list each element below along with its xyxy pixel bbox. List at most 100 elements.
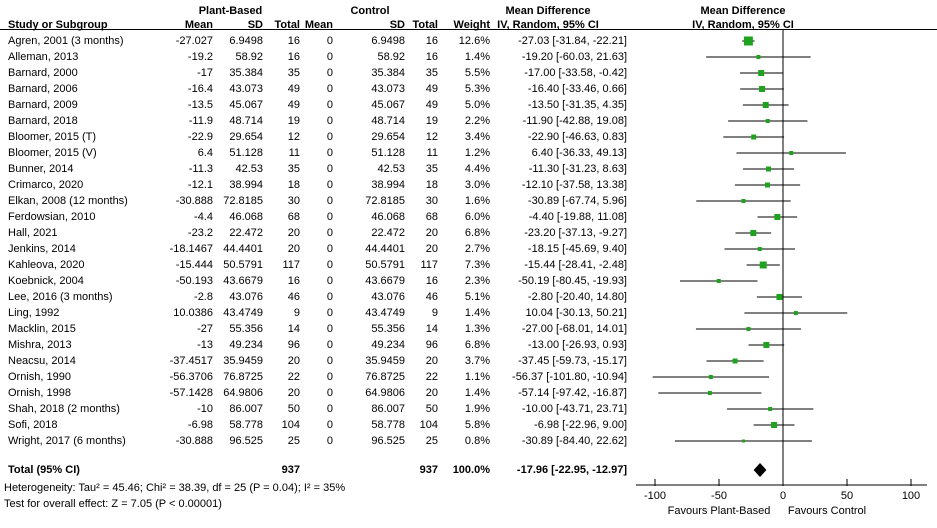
effect-square bbox=[707, 391, 712, 395]
study-name: Elkan, 2008 (12 months) bbox=[8, 195, 128, 207]
study-total-c: 9 bbox=[431, 307, 438, 319]
study-total-pb: 49 bbox=[287, 83, 300, 95]
study-mean-pb: -15.444 bbox=[175, 259, 213, 271]
total-ci-text: -17.96 [-22.95, -12.97] bbox=[516, 464, 627, 476]
study-mean-pb: -50.193 bbox=[175, 275, 213, 287]
study-weight: 5.0% bbox=[464, 99, 490, 111]
study-mean-pb: -17 bbox=[197, 67, 213, 79]
study-name: Bloomer, 2015 (T) bbox=[8, 131, 97, 143]
study-sd-pb: 45.067 bbox=[229, 99, 263, 111]
study-ci-text: -22.90 [-46.63, 0.83] bbox=[527, 131, 627, 143]
effect-square bbox=[750, 230, 757, 236]
column-header-weight: Weight bbox=[453, 19, 490, 31]
study-total-pb: 9 bbox=[293, 307, 300, 319]
study-total-pb: 35 bbox=[287, 163, 300, 175]
study-weight: 4.4% bbox=[464, 163, 490, 175]
effect-square bbox=[793, 311, 798, 315]
study-total-pb: 12 bbox=[287, 131, 300, 143]
study-weight: 1.4% bbox=[464, 387, 490, 399]
study-mean-pb: -57.1428 bbox=[169, 387, 213, 399]
study-sd-c: 96.525 bbox=[371, 435, 405, 447]
study-ci-text: -57.14 [-97.42, -16.87] bbox=[518, 387, 627, 399]
study-sd-c: 64.9806 bbox=[365, 387, 405, 399]
study-total-pb: 19 bbox=[287, 115, 300, 127]
study-sd-pb: 55.356 bbox=[229, 323, 263, 335]
study-mean-pb: 6.4 bbox=[197, 147, 213, 159]
study-sd-pb: 72.8185 bbox=[223, 195, 263, 207]
study-mean-c: 0 bbox=[326, 99, 333, 111]
study-weight: 1.6% bbox=[464, 195, 490, 207]
study-sd-c: 38.994 bbox=[371, 179, 405, 191]
study-weight: 2.7% bbox=[464, 243, 490, 255]
column-header-sd-pb: SD bbox=[247, 19, 263, 31]
study-mean-c: 0 bbox=[326, 163, 333, 175]
study-total-pb: 30 bbox=[287, 195, 300, 207]
column-header-study: Study or Subgroup bbox=[8, 19, 108, 31]
group-header-plant-based: Plant-Based bbox=[198, 5, 263, 17]
study-mean-pb: -2.8 bbox=[194, 291, 213, 303]
study-mean-c: 0 bbox=[326, 355, 333, 367]
study-weight: 1.9% bbox=[464, 403, 490, 415]
study-weight: 6.0% bbox=[464, 211, 490, 223]
study-name: Bunner, 2014 bbox=[8, 163, 74, 175]
study-sd-c: 29.654 bbox=[371, 131, 405, 143]
study-mean-pb: -19.2 bbox=[187, 51, 213, 63]
md-column-header-line2: IV, Random, 95% CI bbox=[497, 19, 599, 31]
study-total-pb: 50 bbox=[287, 403, 300, 415]
study-mean-pb: -10 bbox=[197, 403, 213, 415]
study-weight: 3.4% bbox=[464, 131, 490, 143]
study-mean-pb: 10.0386 bbox=[173, 307, 213, 319]
study-ci-text: -12.10 [-37.58, 13.38] bbox=[521, 179, 627, 191]
study-mean-c: 0 bbox=[326, 307, 333, 319]
effect-square bbox=[756, 55, 761, 59]
study-name: Ornish, 1998 bbox=[8, 387, 71, 399]
study-sd-c: 76.8725 bbox=[365, 371, 405, 383]
axis-tick-label: 0 bbox=[780, 490, 786, 502]
study-name: Alleman, 2013 bbox=[8, 51, 79, 63]
study-total-c: 25 bbox=[425, 435, 438, 447]
study-mean-c: 0 bbox=[326, 403, 333, 415]
study-weight: 5.3% bbox=[464, 83, 490, 95]
study-sd-pb: 6.9498 bbox=[229, 35, 263, 47]
effect-square bbox=[751, 134, 757, 140]
effect-square bbox=[759, 261, 767, 269]
study-total-pb: 46 bbox=[287, 291, 300, 303]
study-total-pb: 20 bbox=[287, 243, 300, 255]
study-weight: 5.5% bbox=[464, 67, 490, 79]
study-weight: 0.8% bbox=[464, 435, 490, 447]
heterogeneity-text: Heterogeneity: Tau² = 45.46; Chi² = 38.3… bbox=[4, 482, 346, 494]
study-sd-pb: 46.068 bbox=[229, 211, 263, 223]
plot-header-line2: IV, Random, 95% CI bbox=[692, 19, 794, 31]
study-sd-pb: 48.714 bbox=[229, 115, 263, 127]
study-total-pb: 104 bbox=[281, 419, 300, 431]
effect-square bbox=[765, 119, 770, 123]
study-mean-pb: -56.3706 bbox=[169, 371, 213, 383]
effect-square bbox=[766, 166, 772, 172]
study-mean-pb: -13 bbox=[197, 339, 213, 351]
group-header-control: Control bbox=[350, 5, 390, 17]
study-sd-c: 58.778 bbox=[371, 419, 405, 431]
study-name: Barnard, 2006 bbox=[8, 83, 78, 95]
study-mean-c: 0 bbox=[326, 147, 333, 159]
study-ci-text: -50.19 [-80.45, -19.93] bbox=[518, 275, 627, 287]
study-total-c: 46 bbox=[425, 291, 438, 303]
study-ci-text: -6.98 [-22.96, 9.00] bbox=[534, 419, 627, 431]
plot-header-line1: Mean Difference bbox=[700, 5, 786, 17]
study-ci-text: -23.20 [-37.13, -9.27] bbox=[524, 227, 627, 239]
study-mean-pb: -16.4 bbox=[187, 83, 213, 95]
study-weight: 6.8% bbox=[464, 227, 490, 239]
study-sd-c: 50.5791 bbox=[365, 259, 405, 271]
study-sd-c: 6.9498 bbox=[371, 35, 405, 47]
study-total-c: 96 bbox=[425, 339, 438, 351]
study-mean-pb: -27.027 bbox=[175, 35, 213, 47]
column-header-mean-pb: Mean bbox=[184, 19, 213, 31]
study-weight: 5.1% bbox=[464, 291, 490, 303]
study-name: Ling, 1992 bbox=[8, 307, 60, 319]
study-total-pb: 25 bbox=[287, 435, 300, 447]
study-sd-c: 35.9459 bbox=[365, 355, 405, 367]
study-sd-pb: 43.4749 bbox=[223, 307, 263, 319]
study-mean-pb: -6.98 bbox=[187, 419, 213, 431]
study-mean-c: 0 bbox=[326, 67, 333, 79]
study-total-pb: 18 bbox=[287, 179, 300, 191]
study-mean-pb: -11.3 bbox=[188, 163, 213, 175]
